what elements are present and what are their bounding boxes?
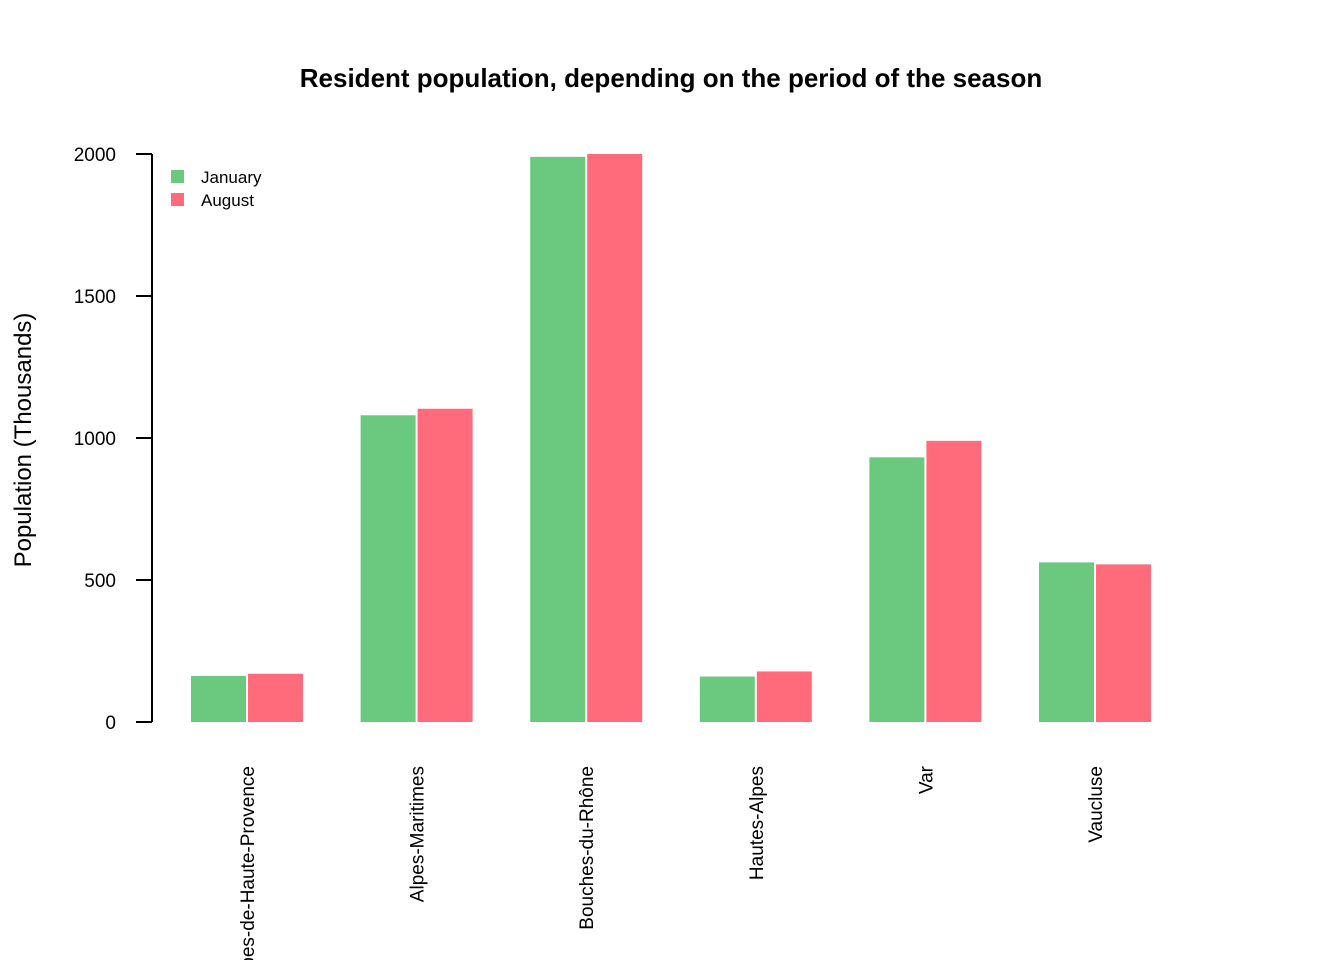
bar-january-3 — [699, 676, 755, 722]
y-tick-label: 2000 — [74, 145, 116, 166]
y-tick-label: 1500 — [74, 287, 116, 308]
bar-january-5 — [1039, 562, 1094, 722]
legend-swatch-january — [171, 170, 184, 183]
y-tick-label: 500 — [84, 571, 116, 592]
bar-august-1 — [417, 408, 473, 722]
bar-august-4 — [926, 440, 982, 722]
bar-january-1 — [360, 415, 416, 722]
category-labels: Alpes-de-Haute-Provence Alpes-Maritimes Bo… — [238, 765, 1107, 960]
bar-august-5 — [1096, 564, 1151, 722]
y-axis-label: Population (Thousands) — [10, 313, 37, 568]
legend-label-august: August — [201, 191, 254, 210]
bar-august-3 — [756, 671, 812, 722]
category-label: Var — [916, 765, 937, 794]
y-axis: 0 500 1000 1500 2000 — [74, 145, 153, 734]
bar-january-4 — [869, 457, 925, 722]
legend: January August — [171, 168, 262, 210]
bar-august-2 — [587, 154, 643, 722]
category-label: Hautes-Alpes — [747, 766, 768, 880]
legend-label-january: January — [201, 168, 262, 187]
category-label: Vaucluse — [1086, 766, 1107, 843]
bar-january-2 — [530, 156, 586, 723]
y-tick-label: 0 — [105, 713, 116, 734]
category-label: Alpes-Maritimes — [408, 766, 429, 902]
category-label: Bouches-du-Rhône — [577, 766, 598, 930]
chart-title: Resident population, depending on the pe… — [300, 63, 1042, 93]
bar-january-0 — [191, 675, 246, 722]
category-label: Alpes-de-Haute-Provence — [238, 766, 259, 960]
bars-group — [191, 154, 1151, 723]
bar-august-0 — [248, 673, 303, 722]
y-tick-label: 1000 — [74, 429, 116, 450]
legend-swatch-august — [171, 193, 184, 206]
